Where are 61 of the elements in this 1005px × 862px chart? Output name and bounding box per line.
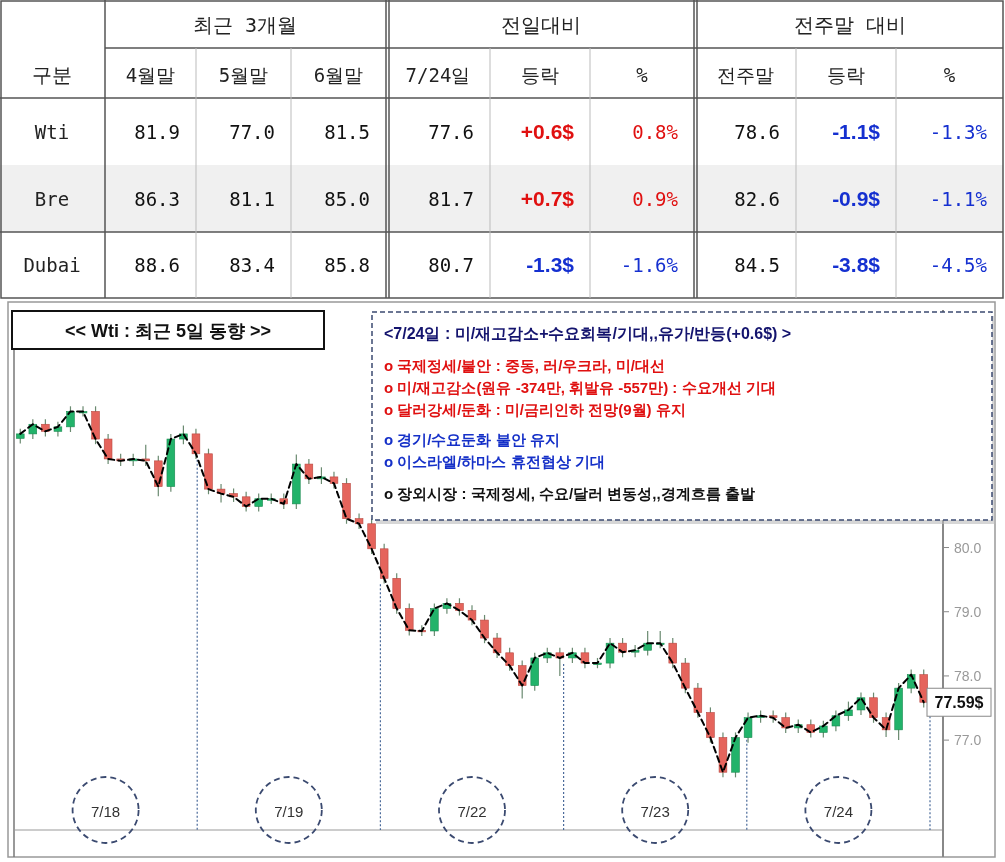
- x-tick-label: %: [636, 64, 649, 86]
- data-label: -1.3%: [929, 120, 988, 143]
- y-tick-label: 78.0: [954, 667, 982, 684]
- data-label: 77.0: [229, 120, 275, 143]
- annotation: 77.59$: [934, 694, 984, 712]
- annotation: 7/23: [640, 803, 670, 820]
- data-label: 81.5: [324, 120, 370, 143]
- annotation: o 경기/수요둔화 불안 유지: [384, 431, 560, 448]
- x-tick-label: 등락: [521, 64, 559, 86]
- data-label: 81.9: [134, 120, 180, 143]
- data-label: -3.8$: [832, 253, 881, 276]
- data-label: 78.6: [734, 120, 780, 143]
- annotation: o 국제정세/불안 : 중동, 러/우크라, 미/대선: [384, 357, 665, 374]
- annotation: 7/24: [823, 803, 853, 820]
- data-label: +0.7$: [520, 186, 575, 210]
- y-tick-label: 80.0: [954, 539, 982, 556]
- annotation: o 이스라엘/하마스 휴전협상 기대: [384, 453, 605, 470]
- annotation: o 장외시장 : 국제정세, 수요/달러 변동성,,경계흐름 출발: [384, 485, 755, 502]
- data-label: 85.8: [324, 254, 370, 276]
- data-label: +0.6$: [520, 119, 575, 143]
- data-label: 80.7: [428, 254, 474, 276]
- x-tick-label: %: [943, 64, 956, 86]
- annotation: 7/19: [274, 803, 304, 820]
- y-tick-label: 77.0: [954, 732, 982, 749]
- text: 전주말 대비: [793, 13, 907, 37]
- annotation: 7/22: [457, 803, 487, 820]
- annotation: 7/18: [91, 803, 121, 820]
- data-label: 0.8%: [632, 120, 679, 143]
- text: 전일대비: [501, 13, 581, 37]
- x-tick-label: 4월말: [125, 64, 176, 86]
- x-tick-label: 7/24일: [405, 64, 471, 86]
- data-label: -4.5%: [929, 254, 988, 276]
- data-label: 77.6: [428, 120, 474, 143]
- x-tick-label: 전주말: [716, 64, 774, 86]
- data-label: 81.7: [428, 187, 474, 210]
- data-label: -1.3$: [526, 253, 575, 276]
- y-tick-label: 79.0: [954, 603, 982, 620]
- y-tick-label: Wti: [34, 120, 70, 143]
- data-label: -1.6%: [620, 254, 679, 276]
- data-label: 81.1: [229, 187, 275, 210]
- x-tick-label: 5월말: [218, 64, 269, 86]
- text: 최근 3개월: [192, 13, 298, 37]
- data-label: -0.9$: [832, 186, 881, 210]
- data-label: -1.1$: [832, 119, 881, 143]
- text: << Wti : 최근 5일 동향 >>: [64, 321, 272, 341]
- data-label: 82.6: [734, 187, 780, 210]
- x-tick-label: 6월말: [313, 64, 364, 86]
- data-label: 86.3: [134, 187, 180, 210]
- y-tick-label: Dubai: [23, 254, 81, 276]
- data-label: 0.9%: [632, 187, 679, 210]
- data-label: -1.1%: [929, 187, 988, 210]
- annotation: o 미/재고감소(원유 -374만, 휘발유 -557만) : 수요개선 기대: [384, 379, 776, 396]
- text: 구분: [32, 63, 72, 87]
- annotation: o 달러강세/둔화 : 미/금리인하 전망(9월) 유지: [384, 401, 686, 418]
- y-tick-label: Bre: [34, 187, 70, 210]
- data-label: 83.4: [229, 254, 275, 276]
- x-tick-label: 등락: [827, 64, 865, 86]
- data-label: 84.5: [734, 254, 780, 276]
- annotation: <7/24일 : 미/재고감소+수요회복/기대,,유가/반등(+0.6$) >: [384, 325, 792, 342]
- data-label: 88.6: [134, 254, 180, 276]
- data-label: 85.0: [324, 187, 370, 210]
